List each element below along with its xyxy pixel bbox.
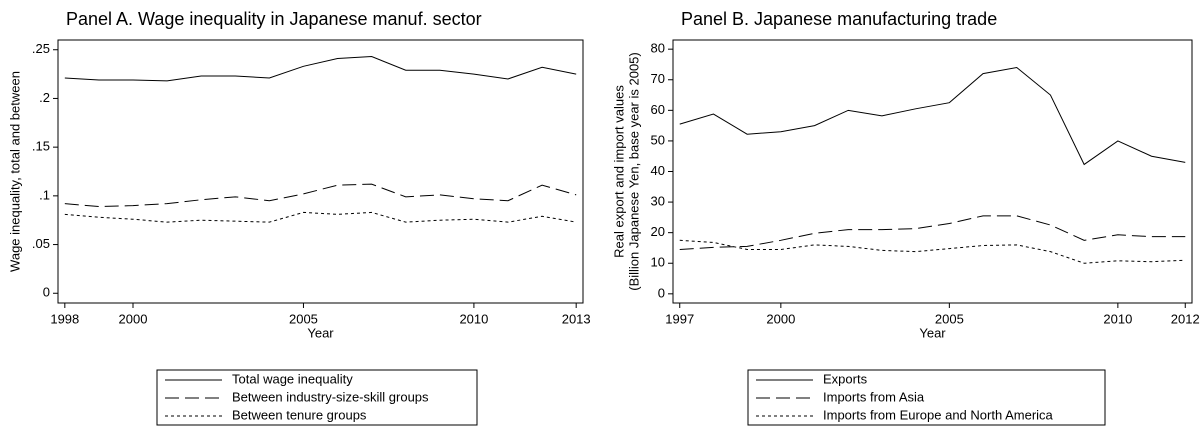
legend-box (747, 369, 1106, 426)
y-tick-label: 0 (43, 285, 50, 300)
y-tick-label: .1 (39, 187, 50, 202)
x-tick-label: 1998 (50, 311, 79, 326)
x-tick-label: 2005 (935, 311, 964, 326)
y-axis-label: Real export and import values (611, 85, 626, 258)
chart-title: Panel B. Japanese manufacturing trade (681, 9, 997, 29)
y-tick-label: 40 (651, 163, 665, 178)
y-tick-label: 60 (651, 102, 665, 117)
y-tick-label: .05 (32, 236, 50, 251)
x-tick-label: 2000 (119, 311, 148, 326)
y-tick-label: 0 (658, 285, 665, 300)
series-line (64, 211, 577, 223)
legend-label: Total wage inequality (232, 371, 353, 386)
series-line (679, 239, 1186, 264)
series-line (64, 183, 577, 208)
legend-box (156, 369, 478, 426)
y-tick-label: 20 (651, 224, 665, 239)
legend-label: Imports from Europe and North America (823, 407, 1054, 422)
series-line (64, 56, 577, 82)
x-tick-label: 2010 (459, 311, 488, 326)
y-tick-label: .2 (39, 90, 50, 105)
y-tick-label: 10 (651, 255, 665, 270)
y-tick-label: 80 (651, 41, 665, 56)
plot-frame (672, 39, 1193, 304)
chart-title: Panel A. Wage inequality in Japanese man… (66, 9, 482, 29)
y-tick-label: 50 (651, 132, 665, 147)
y-axis-label: (Billion Japanese Yen, base year is 2005… (626, 52, 641, 291)
series-line (679, 215, 1186, 250)
y-tick-label: .25 (32, 41, 50, 56)
y-tick-label: .15 (32, 139, 50, 154)
legend-label: Exports (823, 371, 868, 386)
x-tick-label: 2010 (1103, 311, 1132, 326)
y-tick-label: 30 (651, 194, 665, 209)
x-tick-label: 2012 (1171, 311, 1200, 326)
x-tick-label: 2000 (766, 311, 795, 326)
x-axis-label: Year (919, 325, 946, 340)
x-tick-label: 2005 (289, 311, 318, 326)
plot-frame (57, 39, 584, 304)
legend-label: Between industry-size-skill groups (232, 389, 429, 404)
legend-label: Between tenure groups (232, 407, 367, 422)
x-tick-label: 2013 (562, 311, 591, 326)
x-axis-label: Year (307, 325, 334, 340)
legend-label: Imports from Asia (823, 389, 925, 404)
x-tick-label: 1997 (665, 311, 694, 326)
y-tick-label: 70 (651, 71, 665, 86)
y-axis-label: Wage inequality, total and between (7, 71, 22, 272)
series-line (679, 66, 1186, 166)
